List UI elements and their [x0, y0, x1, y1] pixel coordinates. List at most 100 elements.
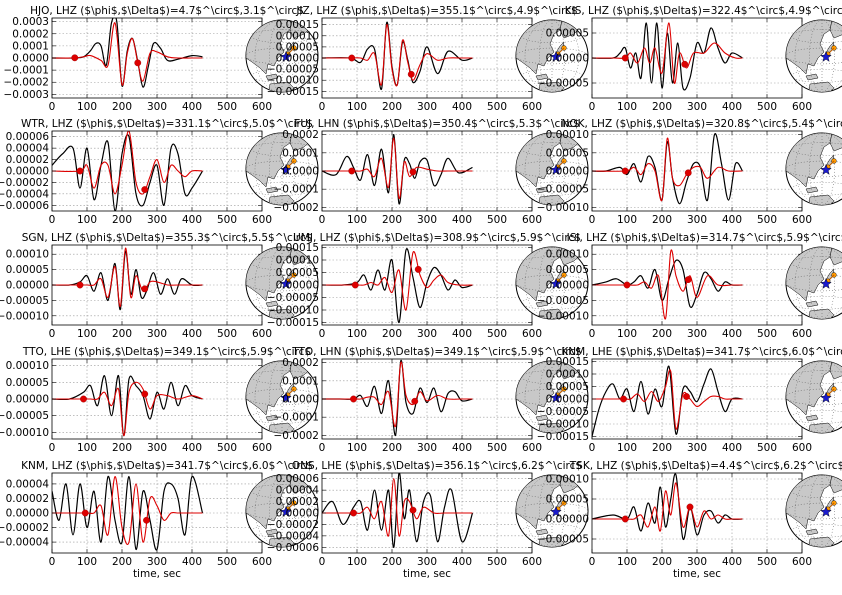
globe-map-icon [245, 19, 319, 93]
x-tick-label: 200 [112, 101, 132, 113]
x-tick-label: 600 [792, 442, 812, 454]
phase-marker [348, 54, 356, 62]
australia-landmass [537, 536, 565, 547]
phase-marker [409, 506, 417, 514]
australia-landmass [807, 81, 835, 92]
synthetic-trace [322, 478, 473, 537]
globe-map-icon [785, 132, 842, 206]
parallel-line [521, 256, 583, 271]
panel-title: TTO, LHN ($\phi$,$\Delta$)=349.1$^\circ$… [291, 346, 581, 358]
seismogram-panel-12: 0.000150.000100.000050.00000−0.00005−0.0… [537, 346, 842, 454]
y-tick-label: 0.0001 [12, 40, 49, 52]
traces [592, 133, 744, 205]
parallel-line [786, 502, 842, 520]
x-axis-label: time, sec [403, 568, 451, 580]
observed-trace [52, 250, 203, 311]
asia-landmass [516, 247, 563, 302]
seismogram-panel-8: 0.000150.000100.000050.00000−0.00005−0.0… [267, 232, 589, 340]
x-tick-label: 400 [722, 101, 742, 113]
y-tick-label: 0.00000 [546, 394, 589, 406]
y-tick-label: −0.0001 [273, 184, 319, 196]
parallel-line [521, 29, 583, 44]
parallel-line [521, 295, 583, 310]
asia-landmass [246, 361, 293, 416]
traces [592, 249, 743, 320]
x-tick-label: 200 [112, 328, 132, 340]
australia-landmass [267, 536, 295, 547]
parallel-line [246, 388, 318, 406]
y-tick-label: 0.00002 [6, 493, 49, 505]
parallel-line [251, 295, 313, 310]
meridian-line [254, 475, 310, 547]
x-tick-label: 600 [522, 101, 542, 113]
star-icon [820, 163, 832, 175]
observed-trace [592, 365, 743, 437]
y-tick-label: 0.0001 [282, 147, 319, 159]
x-tick-label: 600 [522, 328, 542, 340]
phase-marker [350, 509, 357, 517]
parallel-line [251, 256, 313, 271]
x-tick-label: 200 [652, 101, 672, 113]
indonesia-landmass [265, 414, 279, 422]
x-tick-label: 600 [792, 556, 812, 568]
australia-landmass [267, 422, 295, 433]
y-tick-label: −0.00005 [537, 184, 589, 196]
meridian-line [524, 133, 580, 205]
parallel-line [791, 409, 842, 424]
y-tick-label: 0.00010 [276, 255, 319, 267]
x-tick-label: 200 [382, 101, 402, 113]
asia-landmass [516, 361, 563, 416]
kamchatka-landmass [829, 247, 842, 266]
indonesia-landmass [535, 73, 549, 81]
y-tick-label: 0.00005 [6, 377, 49, 389]
x-tick-label: 0 [319, 556, 326, 568]
x-tick-label: 200 [652, 214, 672, 226]
x-tick-label: 0 [319, 101, 326, 113]
y-tick-label: −0.00010 [0, 310, 49, 322]
y-tick-label: −0.00010 [267, 305, 319, 317]
meridian-line [809, 361, 835, 433]
globe-map-icon [785, 19, 842, 93]
x-tick-label: 300 [687, 328, 707, 340]
parallel-line [516, 502, 588, 520]
australia-landmass [537, 194, 565, 205]
observed-trace [322, 21, 473, 90]
observed-trace [52, 134, 204, 211]
phase-marker [76, 281, 84, 289]
x-tick-label: 300 [147, 328, 167, 340]
y-tick-label: 0.00000 [6, 166, 49, 178]
x-tick-label: 100 [617, 442, 637, 454]
x-tick-label: 300 [687, 556, 707, 568]
parallel-line [516, 388, 588, 406]
parallel-line [791, 484, 842, 499]
observed-trace [322, 473, 474, 548]
synthetic-trace [592, 249, 743, 320]
y-tick-label: 0.0003 [12, 16, 49, 28]
x-tick-label: 0 [49, 328, 56, 340]
parallel-line [251, 484, 313, 499]
asia-landmass [246, 475, 293, 530]
x-tick-label: 100 [347, 442, 367, 454]
globe-map-icon [785, 360, 842, 434]
parallel-line [791, 181, 842, 196]
star-icon [550, 163, 562, 175]
meridian-line [524, 20, 580, 92]
x-tick-label: 0 [49, 214, 56, 226]
australia-landmass [807, 308, 835, 319]
x-tick-label: 100 [617, 214, 637, 226]
x-tick-label: 400 [452, 442, 472, 454]
asia-landmass [516, 475, 563, 530]
y-tick-label: 0.00005 [6, 264, 49, 276]
indonesia-landmass [805, 414, 819, 422]
y-tick-label: 0.00006 [6, 131, 50, 143]
y-tick-label: 0.0002 [282, 357, 319, 369]
phase-marker [141, 390, 149, 398]
meridian-line [809, 247, 835, 319]
indonesia-landmass [535, 528, 549, 536]
traces [322, 360, 473, 437]
meridian-line [269, 247, 295, 319]
